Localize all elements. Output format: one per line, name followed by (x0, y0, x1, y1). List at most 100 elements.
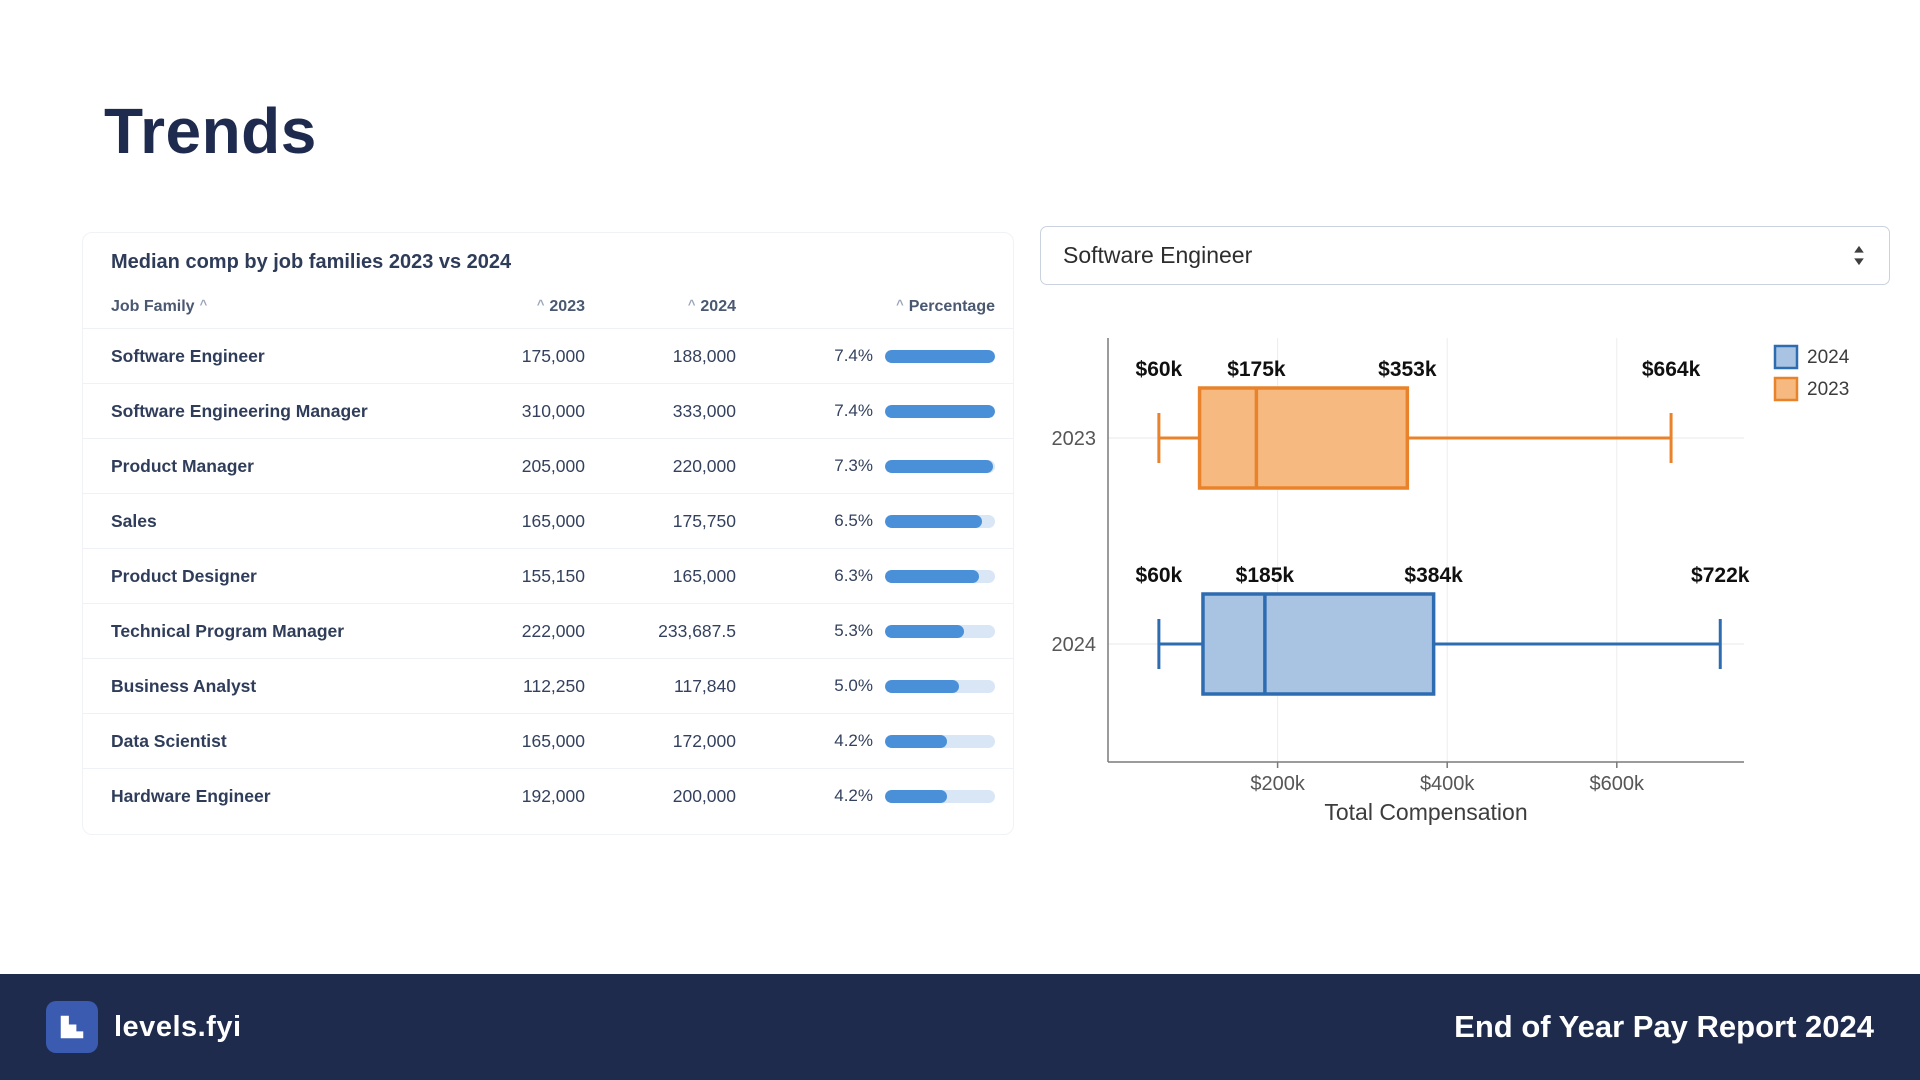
comp-2024-cell: 165,000 (585, 548, 736, 604)
percentage-label: 6.3% (834, 566, 873, 585)
percentage-bar-fill (885, 734, 948, 748)
x-tick-label: $200k (1250, 773, 1305, 795)
percentage-label: 6.5% (834, 511, 873, 530)
x-tick-label: $600k (1590, 773, 1645, 795)
percentage-wrap: 6.3% (736, 566, 1013, 586)
table-title: Median comp by job families 2023 vs 2024 (111, 251, 512, 273)
percentage-wrap: 7.3% (736, 456, 1013, 476)
table-row: Software Engineering Manager 310,000 333,0… (83, 383, 1013, 439)
job-family-cell: Product Designer (83, 548, 443, 604)
comp-2023-cell: 205,000 (443, 438, 585, 494)
percentage-cell: 7.3% (736, 438, 1013, 494)
median-comp-table: Job Family ^ ^ 2023 ^ 2024 ^ Percentage Soft… (83, 286, 1013, 824)
percentage-wrap: 5.0% (736, 676, 1013, 696)
value-label-2024-min: $60k (1136, 564, 1183, 587)
comp-2024-cell: 220,000 (585, 438, 736, 494)
job-family-select-value: Software Engineer (1063, 242, 1253, 268)
box-2024 (1201, 592, 1436, 696)
value-label-2023-q3: $353k (1378, 358, 1437, 381)
sort-icon: ^ (687, 297, 696, 312)
percentage-wrap: 4.2% (736, 786, 1013, 806)
legend-label-2023: 2023 (1807, 379, 1849, 400)
job-family-cell: Software Engineering Manager (83, 383, 443, 439)
percentage-wrap: 5.3% (736, 621, 1013, 641)
comp-2024-cell: 233,687.5 (585, 603, 736, 659)
select-arrows-icon (1854, 245, 1864, 266)
percentage-label: 4.2% (834, 731, 873, 750)
table-row: Product Manager 205,000 220,000 7.3% (83, 438, 1013, 494)
percentage-label: 4.2% (834, 786, 873, 806)
percentage-bar-fill (885, 514, 982, 528)
job-family-cell: Data Scientist (83, 713, 443, 769)
job-family-cell: Hardware Engineer (83, 768, 443, 824)
report-title: End of Year Pay Report 2024 (1454, 1009, 1874, 1044)
table-row: Data Scientist 165,000 172,000 4.2% (83, 713, 1013, 769)
legend-swatch-2024 (1773, 344, 1799, 370)
box-2023 (1197, 386, 1410, 490)
percentage-cell: 4.2% (736, 768, 1013, 824)
brand-lockup: levels.fyi (46, 1001, 242, 1053)
percentage-bar-fill (885, 789, 948, 803)
column-label-2023: 2023 (549, 298, 585, 315)
column-label-percentage: Percentage (908, 298, 995, 315)
brand-name: levels.fyi (114, 1010, 242, 1043)
column-header-job-family[interactable]: Job Family ^ (83, 286, 443, 329)
footer: levels.fyi End of Year Pay Report 2024 (0, 974, 1920, 1080)
boxplot-chart: $200k $400k $600k 2023 2024 $60k $175k $353k $66… (1052, 338, 1850, 825)
comp-2023-cell: 192,000 (443, 768, 585, 824)
percentage-cell: 5.0% (736, 658, 1013, 714)
percentage-label: 5.0% (834, 676, 873, 695)
percentage-label: 5.3% (834, 621, 873, 640)
value-label-2024-max: $722k (1691, 564, 1750, 587)
column-header-2023[interactable]: ^ 2023 (443, 286, 585, 329)
percentage-wrap: 7.4% (736, 401, 1013, 421)
percentage-cell: 6.5% (736, 493, 1013, 549)
column-header-2024[interactable]: ^ 2024 (585, 286, 736, 329)
job-family-select[interactable]: Software Engineer (1040, 226, 1890, 285)
legend-swatch-2023 (1773, 376, 1799, 402)
percentage-bar-track (885, 679, 995, 693)
comp-2023-cell: 175,000 (443, 328, 585, 384)
job-family-cell: Business Analyst (83, 658, 443, 714)
comp-2023-cell: 165,000 (443, 713, 585, 769)
percentage-bar-fill (885, 624, 964, 638)
median-comp-card: Median comp by job families 2023 vs 2024… (82, 232, 1014, 835)
percentage-bar-fill (885, 679, 960, 693)
percentage-cell: 6.3% (736, 548, 1013, 604)
job-family-cell: Product Manager (83, 438, 443, 494)
sort-icon: ^ (896, 297, 904, 312)
comp-2023-cell: 222,000 (443, 603, 585, 659)
percentage-wrap: 6.5% (736, 511, 1013, 531)
comp-2023-cell: 112,250 (443, 658, 585, 714)
value-label-2024-q3: $384k (1404, 564, 1463, 587)
column-label-job-family: Job Family (111, 298, 195, 315)
comp-2023-cell: 165,000 (443, 493, 585, 549)
percentage-bar-track (885, 349, 995, 363)
percentage-bar-track (885, 459, 995, 473)
percentage-bar-fill (885, 349, 995, 363)
column-label-2024: 2024 (700, 298, 736, 315)
percentage-label: 7.4% (834, 401, 873, 420)
percentage-bar-track (885, 569, 995, 583)
job-family-cell: Software Engineer (83, 328, 443, 384)
percentage-bar-track (885, 624, 995, 638)
levels-fyi-logo-icon (46, 1001, 98, 1053)
table-row: Product Designer 155,150 165,000 6.3% (83, 548, 1013, 604)
percentage-wrap: 4.2% (736, 731, 1013, 751)
percentage-wrap: 7.4% (736, 346, 1013, 366)
table-row: Software Engineer 175,000 188,000 7.4% (83, 328, 1013, 384)
comp-2024-cell: 172,000 (585, 713, 736, 769)
column-header-percentage[interactable]: ^ Percentage (736, 286, 1013, 329)
comp-2023-cell: 310,000 (443, 383, 585, 439)
percentage-bar-track (885, 404, 995, 418)
job-family-cell: Technical Program Manager (83, 603, 443, 659)
legend-label-2024: 2024 (1807, 347, 1850, 368)
page-title: Trends (104, 95, 317, 167)
percentage-bar-fill (885, 569, 979, 583)
y-tick-label: 2024 (1052, 634, 1097, 656)
y-tick-label: 2023 (1052, 428, 1097, 450)
percentage-bar-fill (885, 459, 994, 473)
table-row: Technical Program Manager 222,000 233,687.… (83, 603, 1013, 659)
table-header-row: Job Family ^ ^ 2023 ^ 2024 ^ Percentage (83, 286, 1013, 329)
